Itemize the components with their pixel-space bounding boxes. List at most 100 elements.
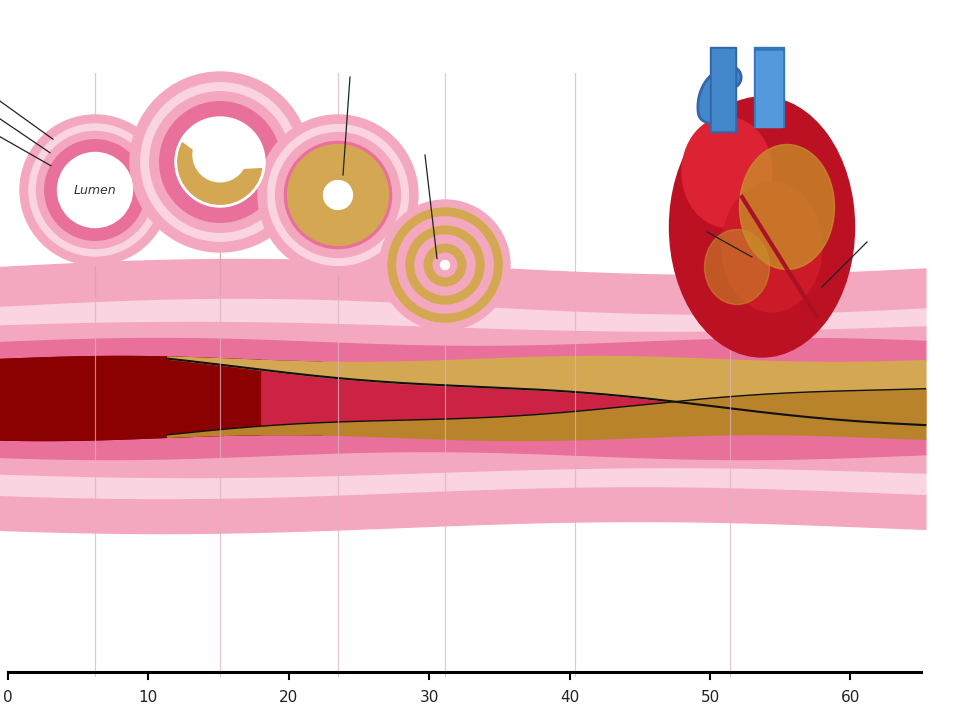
Circle shape [808, 487, 833, 512]
Circle shape [713, 491, 731, 510]
Circle shape [618, 282, 655, 318]
Circle shape [193, 128, 247, 182]
Circle shape [141, 83, 299, 241]
Circle shape [642, 488, 659, 506]
Circle shape [750, 487, 778, 515]
Circle shape [496, 491, 523, 518]
Circle shape [509, 483, 539, 513]
Circle shape [578, 289, 611, 321]
Bar [755, 51, 781, 127]
Circle shape [159, 102, 280, 222]
Circle shape [741, 485, 759, 502]
Circle shape [440, 260, 449, 270]
Circle shape [609, 292, 637, 320]
Circle shape [771, 498, 786, 513]
Circle shape [600, 490, 617, 506]
Circle shape [748, 288, 780, 320]
Circle shape [869, 496, 885, 512]
Bar [753, 47, 783, 127]
Circle shape [379, 200, 510, 330]
Circle shape [551, 491, 581, 521]
Circle shape [284, 141, 391, 249]
Circle shape [725, 486, 746, 505]
Ellipse shape [739, 145, 834, 270]
Circle shape [656, 286, 675, 305]
Text: 40: 40 [559, 691, 578, 705]
Circle shape [336, 187, 352, 203]
Circle shape [539, 492, 564, 517]
Circle shape [694, 283, 721, 310]
Circle shape [406, 226, 483, 304]
Circle shape [394, 214, 496, 316]
Circle shape [323, 180, 352, 209]
Circle shape [819, 481, 850, 513]
Circle shape [722, 296, 749, 323]
Text: 10: 10 [138, 691, 158, 705]
Circle shape [578, 487, 610, 518]
Circle shape [36, 132, 153, 249]
Bar [711, 49, 733, 130]
Circle shape [520, 274, 556, 310]
Circle shape [424, 244, 465, 286]
Circle shape [396, 217, 493, 313]
Circle shape [686, 486, 700, 501]
Circle shape [511, 289, 537, 316]
Circle shape [659, 488, 671, 500]
Circle shape [854, 494, 872, 512]
Circle shape [415, 235, 475, 295]
Circle shape [825, 292, 843, 310]
Circle shape [707, 283, 737, 312]
Bar [709, 47, 735, 132]
Circle shape [324, 190, 340, 206]
Circle shape [554, 279, 578, 304]
Circle shape [663, 278, 696, 310]
Circle shape [57, 153, 132, 228]
Circle shape [275, 132, 400, 257]
Circle shape [150, 92, 290, 232]
Circle shape [610, 482, 636, 507]
Circle shape [794, 483, 820, 510]
Text: 60: 60 [840, 691, 860, 705]
Circle shape [257, 115, 417, 275]
Circle shape [570, 281, 591, 302]
Circle shape [783, 300, 801, 318]
Circle shape [765, 283, 791, 309]
Circle shape [387, 208, 501, 322]
Circle shape [482, 274, 509, 301]
Circle shape [324, 184, 340, 200]
Ellipse shape [703, 230, 769, 305]
Circle shape [433, 253, 456, 277]
Circle shape [328, 181, 344, 197]
Circle shape [328, 193, 344, 209]
Circle shape [334, 192, 350, 208]
Circle shape [694, 486, 721, 514]
Text: Lumen: Lumen [73, 183, 116, 196]
Circle shape [740, 282, 760, 303]
Circle shape [889, 273, 922, 306]
Circle shape [665, 488, 693, 515]
Circle shape [808, 286, 833, 312]
Circle shape [482, 494, 509, 519]
Circle shape [490, 282, 529, 321]
Circle shape [877, 284, 906, 314]
Circle shape [833, 484, 864, 515]
Circle shape [268, 124, 408, 265]
Circle shape [679, 286, 708, 316]
Circle shape [387, 208, 501, 322]
Text: 0: 0 [3, 691, 12, 705]
Circle shape [859, 285, 896, 323]
Circle shape [793, 292, 821, 319]
Circle shape [877, 486, 905, 515]
Circle shape [893, 492, 918, 517]
Polygon shape [177, 142, 261, 204]
Circle shape [20, 115, 170, 265]
Circle shape [833, 273, 865, 305]
Circle shape [130, 72, 310, 252]
Circle shape [574, 492, 587, 505]
Circle shape [401, 222, 488, 308]
Text: 20: 20 [279, 691, 298, 705]
Circle shape [634, 275, 669, 310]
Circle shape [45, 140, 145, 240]
Circle shape [174, 117, 265, 207]
Circle shape [287, 145, 388, 246]
